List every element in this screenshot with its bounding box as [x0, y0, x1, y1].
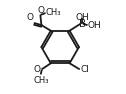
- Text: B: B: [79, 19, 86, 29]
- Text: CH₃: CH₃: [33, 76, 49, 85]
- Text: CH₃: CH₃: [46, 8, 61, 17]
- Text: O: O: [37, 6, 44, 15]
- Text: Cl: Cl: [80, 65, 89, 74]
- Text: OH: OH: [75, 13, 89, 22]
- Text: O: O: [34, 65, 41, 74]
- Text: O: O: [27, 13, 34, 22]
- Text: OH: OH: [88, 21, 102, 30]
